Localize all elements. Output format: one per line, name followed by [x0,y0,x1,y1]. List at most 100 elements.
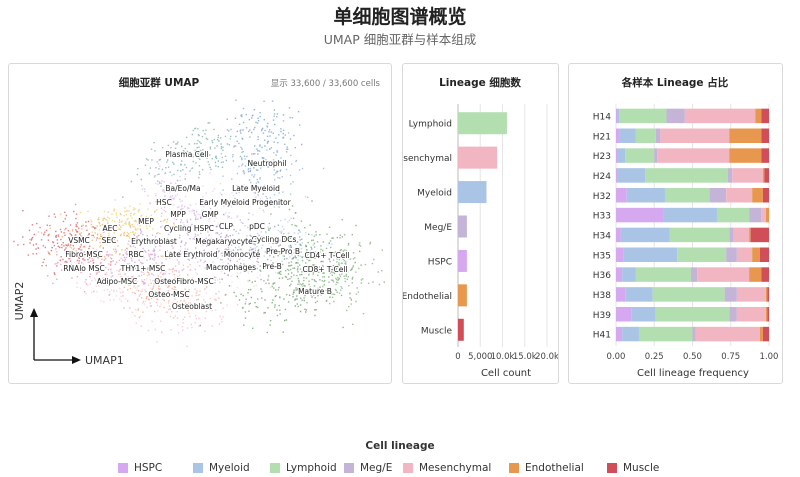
segment-h24-myeloid[interactable] [617,168,646,183]
segment-h41-mege[interactable] [692,326,696,342]
segment-h21-endothelial[interactable] [729,128,762,144]
segment-h36-hspc[interactable] [616,267,623,282]
segment-h34-muscle[interactable] [750,227,769,243]
segment-h23-endothelial[interactable] [729,148,762,163]
segment-h21-mesenchymal[interactable] [660,128,730,144]
segment-h41-hspc[interactable] [616,326,623,342]
segment-h32-muscle[interactable] [762,188,769,203]
segment-h23-hspc[interactable] [616,148,618,163]
bar-mege[interactable] [458,215,467,238]
umap-cluster-points [154,172,289,232]
segment-h36-mesenchymal[interactable] [697,267,750,282]
segment-h39-hspc[interactable] [616,307,632,322]
segment-h23-lymphoid[interactable] [625,148,655,163]
segment-h32-mesenchymal[interactable] [726,188,753,203]
legend-item-muscle[interactable]: Muscle [607,461,659,475]
segment-h38-hspc[interactable] [616,287,626,302]
segment-h34-lymphoid[interactable] [669,227,730,243]
segment-h32-lymphoid[interactable] [664,188,710,203]
segment-h21-muscle[interactable] [761,128,769,144]
segment-h38-endothelial[interactable] [765,287,768,302]
legend-item-mesenchymal[interactable]: Mesenchymal [403,461,491,475]
segment-h34-mesenchymal[interactable] [733,227,750,243]
segment-h24-mesenchymal[interactable] [732,168,763,183]
segment-h14-lymphoid[interactable] [619,108,667,124]
segment-h41-myeloid[interactable] [622,326,639,342]
segment-h36-muscle[interactable] [761,267,769,282]
segment-h33-lymphoid[interactable] [716,207,750,223]
segment-h23-mesenchymal[interactable] [657,148,730,163]
segment-h34-endothelial[interactable] [749,227,751,243]
segment-h35-myeloid[interactable] [623,247,678,263]
segment-h35-lymphoid[interactable] [677,247,727,263]
segment-h39-mege[interactable] [729,307,737,322]
bar-hspc[interactable] [458,249,467,272]
segment-h33-myeloid[interactable] [663,207,717,223]
segment-h33-mesenchymal[interactable] [761,207,766,223]
segment-h41-muscle[interactable] [762,326,769,342]
legend-item-myeloid[interactable]: Myeloid [193,461,250,475]
segment-h21-mege[interactable] [655,128,661,144]
segment-h21-myeloid[interactable] [619,128,636,144]
legend-item-mege[interactable]: Meg/E [344,461,392,475]
segment-h33-hspc[interactable] [616,207,664,223]
segment-h35-muscle[interactable] [759,247,769,263]
segment-h24-hspc[interactable] [616,168,618,183]
segment-h24-lymphoid[interactable] [645,168,728,183]
legend-item-hspc[interactable]: HSPC [118,461,162,475]
segment-h35-mege[interactable] [726,247,737,263]
segment-h36-endothelial[interactable] [749,267,762,282]
sample-gridlines [615,104,770,346]
segment-h38-mesenchymal[interactable] [736,287,766,302]
segment-h36-mege[interactable] [690,267,698,282]
segment-h14-myeloid[interactable] [617,108,620,124]
segment-h21-lymphoid[interactable] [635,128,656,144]
segment-h39-muscle[interactable] [767,307,769,322]
segment-h38-myeloid[interactable] [625,287,653,302]
legend-item-endothelial[interactable]: Endothelial [509,461,584,475]
segment-h32-myeloid[interactable] [626,188,665,203]
segment-h33-endothelial[interactable] [765,207,769,223]
segment-h38-lymphoid[interactable] [652,287,725,302]
segment-h23-myeloid[interactable] [617,148,626,163]
segment-h14-mege[interactable] [666,108,685,124]
segment-h14-hspc[interactable] [616,108,618,124]
segment-h39-endothelial[interactable] [765,307,768,322]
segment-h34-hspc[interactable] [616,227,621,243]
bar-muscle[interactable] [458,318,464,341]
segment-h34-mege[interactable] [729,227,734,243]
segment-h14-mesenchymal[interactable] [684,108,756,124]
segment-h34-myeloid[interactable] [620,227,670,243]
segment-h24-muscle[interactable] [764,168,769,183]
segment-h39-mesenchymal[interactable] [736,307,766,322]
bar-mesenchymal[interactable] [458,146,498,169]
umap-plot[interactable]: 细胞亚群 UMAP 显示 33,600 / 33,600 cells Plasm… [9,64,391,383]
segment-h14-endothelial[interactable] [755,108,762,124]
segment-h38-mege[interactable] [724,287,737,302]
bar-endothelial[interactable] [458,284,467,307]
segment-h21-hspc[interactable] [616,128,620,144]
bar-lymphoid[interactable] [458,112,507,135]
segment-h39-myeloid[interactable] [631,307,656,322]
legend-item-lymphoid[interactable]: Lymphoid [270,461,337,475]
segment-h24-endothelial[interactable] [762,168,765,183]
bar-myeloid[interactable] [458,181,487,204]
segment-h35-mesenchymal[interactable] [736,247,753,263]
segment-h32-endothelial[interactable] [752,188,763,203]
segment-h39-lymphoid[interactable] [655,307,730,322]
segment-h33-mege[interactable] [749,207,762,223]
segment-h41-lymphoid[interactable] [638,326,693,342]
segment-h32-hspc[interactable] [616,188,627,203]
segment-h36-myeloid[interactable] [622,267,636,282]
segment-h41-endothelial[interactable] [759,326,763,342]
segment-h32-mege[interactable] [709,188,727,203]
segment-h36-lymphoid[interactable] [635,267,691,282]
segment-h35-endothelial[interactable] [752,247,760,263]
segment-h23-muscle[interactable] [761,148,769,163]
segment-h41-mesenchymal[interactable] [695,326,760,342]
segment-h14-muscle[interactable] [761,108,769,124]
segment-h35-hspc[interactable] [616,247,624,263]
segment-h23-mege[interactable] [654,148,658,163]
segment-h38-muscle[interactable] [767,287,769,302]
segment-h24-mege[interactable] [727,168,733,183]
